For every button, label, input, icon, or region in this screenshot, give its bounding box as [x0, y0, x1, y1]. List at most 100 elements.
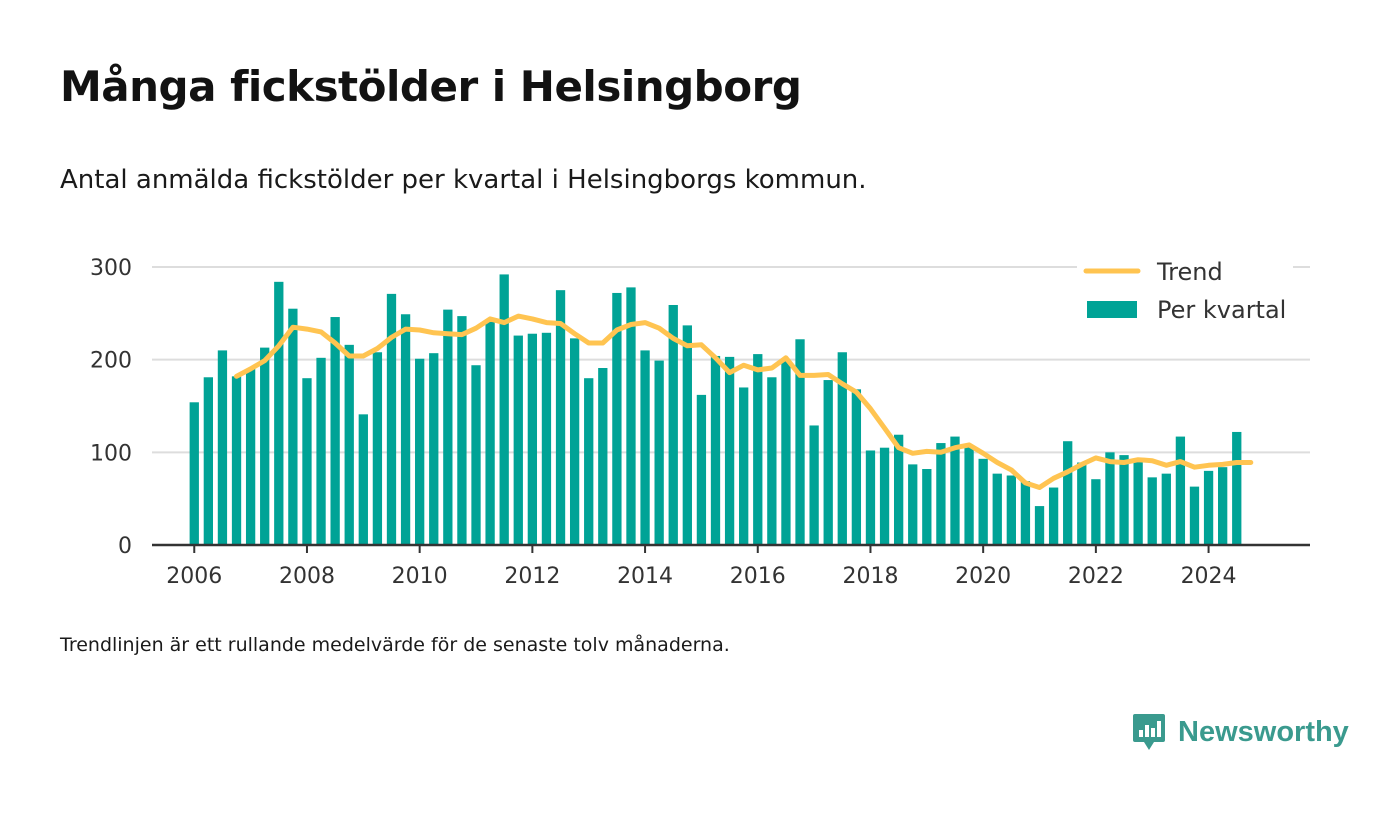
bar: [1175, 436, 1186, 545]
bar: [992, 473, 1002, 545]
bar: [231, 376, 242, 545]
x-tick-label: 2016: [730, 564, 786, 589]
bar: [598, 368, 608, 545]
bar: [1063, 441, 1073, 545]
bar: [1161, 473, 1171, 545]
bar: [485, 320, 495, 545]
bar: [739, 387, 749, 545]
bar: [865, 450, 876, 545]
bar: [1006, 475, 1016, 545]
bar: [1147, 477, 1157, 545]
bar: [682, 325, 692, 545]
bar: [753, 354, 763, 545]
bar: [640, 350, 650, 545]
bar: [1077, 462, 1087, 545]
bar: [471, 365, 481, 545]
x-tick-label: 2010: [392, 564, 448, 589]
bar: [851, 389, 862, 545]
bar: [710, 355, 721, 545]
bar: [809, 425, 819, 545]
bar: [724, 356, 735, 545]
bar: [443, 309, 453, 545]
x-axis-tick-labels: 2006 2008 2010 2012 2014 2016 2018 2020 2022 2024: [166, 545, 1237, 589]
bar: [1218, 467, 1228, 545]
x-tick-label: 2024: [1181, 564, 1237, 589]
x-tick-label: 2014: [617, 564, 673, 589]
chart-title: Många fickstölder i Helsingborg: [60, 62, 802, 111]
line-series-trend: [234, 313, 1254, 490]
bar: [400, 314, 411, 545]
bar: [922, 469, 932, 545]
legend-bar-swatch: [1087, 301, 1137, 318]
x-tick-label: 2022: [1068, 564, 1124, 589]
bar: [1105, 452, 1115, 545]
bar: [386, 293, 397, 545]
bar: [837, 352, 847, 545]
bar: [499, 274, 509, 545]
x-tick-label: 2008: [279, 564, 335, 589]
y-tick-label: 300: [90, 256, 132, 281]
brand-name: Newsworthy: [1178, 715, 1349, 748]
bar: [372, 352, 383, 545]
brand-logo: Newsworthy: [1132, 712, 1349, 752]
bar: [879, 447, 890, 545]
x-tick-label: 2006: [166, 564, 222, 589]
newsworthy-logo-icon: [1133, 714, 1165, 750]
footnote: Trendlinjen är ett rullande medelvärde f…: [60, 634, 730, 656]
bar: [316, 357, 326, 545]
bar: [541, 332, 552, 545]
bar-series-per-kvartal: [189, 274, 1242, 545]
bar: [1232, 431, 1242, 545]
bar: [1189, 486, 1200, 545]
bar: [1119, 455, 1129, 545]
bar: [217, 350, 228, 545]
bar: [1034, 506, 1045, 545]
bar: [823, 380, 833, 545]
bar: [612, 292, 622, 545]
bar: [626, 287, 636, 545]
bar: [936, 443, 946, 545]
bar: [1048, 487, 1059, 545]
bar: [274, 281, 284, 545]
y-tick-label: 0: [118, 534, 132, 559]
bar: [978, 458, 988, 545]
bar: [781, 359, 791, 545]
x-tick-label: 2020: [955, 564, 1011, 589]
bar: [569, 338, 580, 545]
x-tick-label: 2018: [842, 564, 898, 589]
bar: [908, 464, 918, 545]
bar: [1020, 481, 1031, 545]
legend-background: [1077, 248, 1293, 340]
bar: [344, 344, 354, 545]
bar: [767, 377, 777, 545]
legend-trend-label: Trend: [1156, 258, 1223, 286]
bar: [795, 339, 805, 545]
bar: [457, 316, 467, 545]
bar: [245, 368, 256, 545]
bar: [415, 358, 425, 545]
y-axis-tick-labels: 0 100 200 300: [90, 256, 132, 559]
bar: [555, 290, 566, 545]
bar: [696, 394, 707, 545]
bar: [964, 445, 974, 545]
bar: [1203, 470, 1214, 545]
bar: [429, 353, 439, 545]
bar: [527, 333, 538, 545]
bar: [302, 378, 312, 545]
x-tick-label: 2012: [504, 564, 560, 589]
chart-subtitle: Antal anmälda fickstölder per kvartal i …: [60, 165, 867, 195]
bar: [584, 378, 594, 545]
y-tick-label: 200: [90, 349, 132, 374]
bar: [260, 347, 270, 545]
trend-line: [234, 313, 1254, 490]
bar: [330, 317, 340, 545]
legend-bar-label: Per kvartal: [1157, 296, 1286, 324]
bar: [358, 414, 368, 545]
bar: [189, 402, 199, 545]
bar: [203, 377, 213, 545]
bar: [288, 308, 298, 545]
bar: [950, 436, 960, 545]
bar: [654, 360, 664, 545]
bar: [893, 434, 904, 545]
